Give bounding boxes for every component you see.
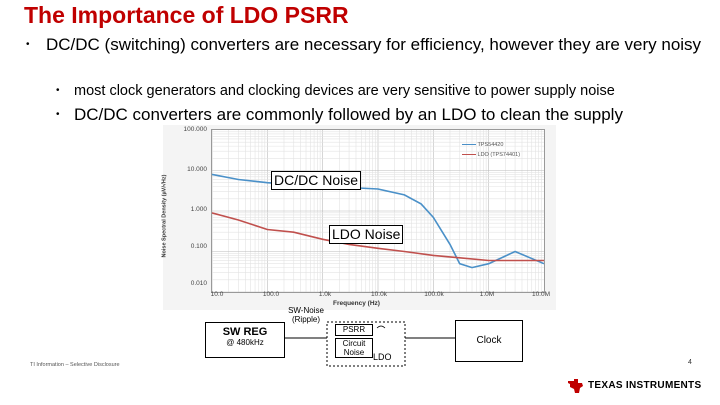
x-tick: 100.0k [424,291,444,298]
company-name: TEXAS INSTRUMENTS [588,380,702,391]
legend-label: TPS54420 [477,142,504,148]
dcdc-noise-callout: DC/DC Noise [271,171,362,190]
sw-reg-block: SW REG @ 480kHz [205,322,285,358]
x-tick: 1.0k [318,291,332,298]
chart-y-axis-label: Noise Spectral Density (µV/√Hz) [161,174,168,258]
series-line-ldo [211,212,544,262]
sw-noise-line-2: (Ripple) [291,315,320,324]
noise-chart: Noise Spectral Density (µV/√Hz) 100.000 … [161,125,556,310]
bullet-3-text: DC/DC converters are commonly followed b… [74,105,623,124]
x-tick: 100.0 [262,291,280,298]
legend-swatch [462,144,476,146]
x-tick: 10.0k [371,291,387,298]
chart-plot-area: TPS54420 LDO (TPS74401) [211,129,545,293]
circuit-noise-block: Circuit Noise [335,338,373,358]
sw-reg-frequency: @ 480kHz [226,338,264,347]
x-tick: 10.0M [531,291,551,298]
ldo-label: LDO [373,352,392,362]
bullet-marker: • [56,109,60,120]
psrr-block: PSRR [335,324,373,336]
ti-logo-icon [568,379,583,393]
footer-disclosure: TI Information – Selective Disclosure [30,362,120,368]
circuit-noise-line-2: Noise [343,348,365,357]
diagram-connectors [283,321,455,367]
bullet-2: • most clock generators and clocking dev… [56,82,615,100]
bullet-marker: • [56,85,60,96]
bullet-3: • DC/DC converters are commonly followed… [56,104,623,126]
page-number: 4 [688,359,692,366]
y-tick: 0.010 [190,280,207,287]
legend-swatch [462,154,476,156]
bullet-2-text: most clock generators and clocking devic… [74,83,615,99]
legend-entry: LDO (TPS74401) [462,152,520,158]
chart-x-axis-label: Frequency (Hz) [333,300,380,307]
bullet-marker: • [26,39,30,50]
circuit-noise-line-1: Circuit [342,339,366,348]
bullet-1-text: DC/DC (switching) converters are necessa… [46,35,702,54]
y-tick: 100.000 [183,126,208,133]
bullet-1: • DC/DC (switching) converters are neces… [26,34,706,56]
y-tick: 1.000 [190,206,207,213]
sw-noise-label: SW-Noise (Ripple) [283,306,329,324]
sw-reg-label: SW REG [222,326,268,338]
ldo-noise-callout: LDO Noise [329,225,404,244]
y-tick: 10.000 [187,166,207,173]
chart-svg [211,130,545,293]
x-tick: 1.0M [479,291,495,298]
block-diagram: SW REG @ 480kHz SW-Noise (Ripple) PSRR C… [205,306,625,370]
slide-title: The Importance of LDO PSRR [24,2,349,28]
x-tick: 10.0 [210,291,224,298]
legend-entry: TPS54420 [462,142,503,148]
sw-noise-line-1: SW-Noise [288,306,324,315]
clock-block: Clock [455,320,523,362]
legend-label: LDO (TPS74401) [477,152,521,158]
y-tick: 0.100 [190,243,207,250]
